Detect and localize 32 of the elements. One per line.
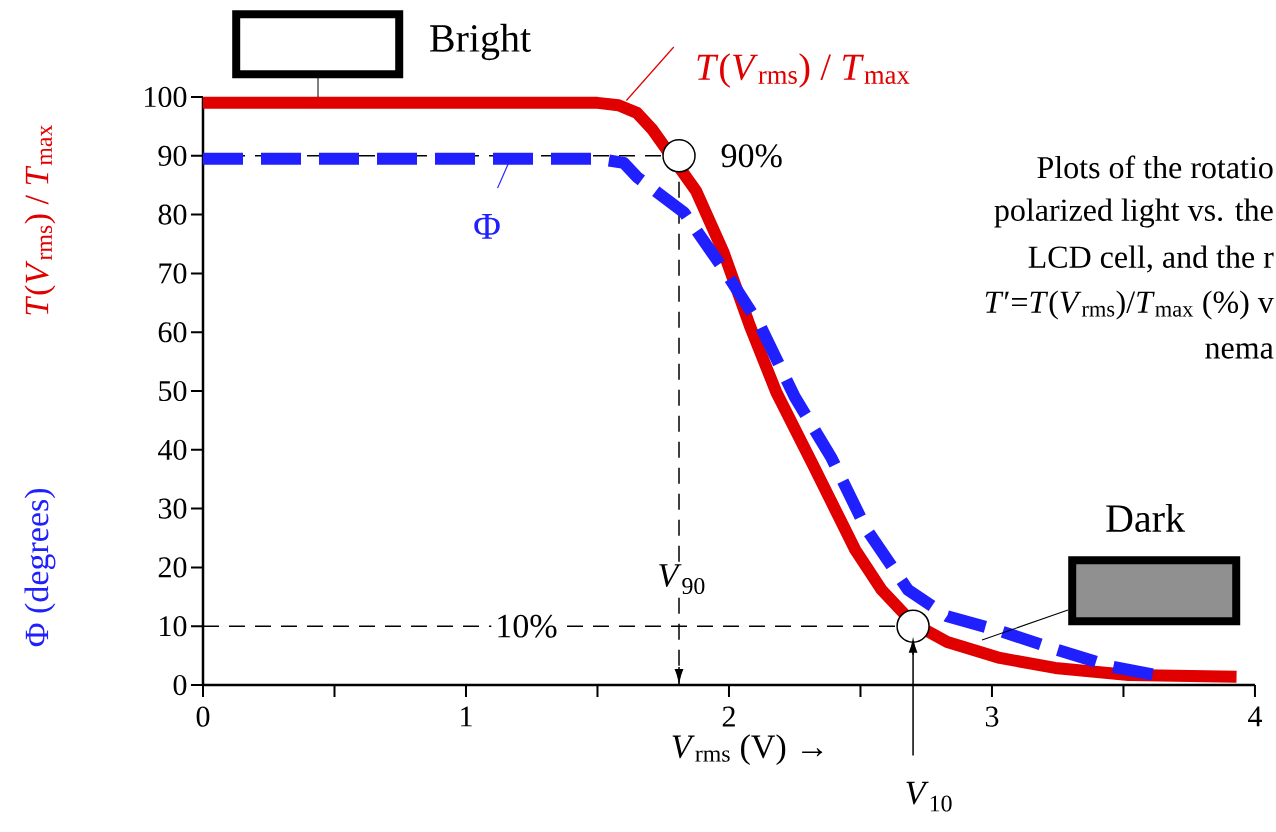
x-tick-label: 3 — [985, 706, 999, 727]
y-tick-label: 50 — [159, 380, 187, 402]
annotation: nema — [1205, 343, 1274, 359]
ref-line-label: V$_{10}$ — [906, 781, 952, 812]
x-axis-title: V$_{rms}$ (V) → — [672, 734, 823, 766]
annotation: LCD cell, and the r — [1028, 245, 1274, 273]
y-tick-label: 90 — [158, 145, 187, 166]
annotation: Plots of the rotatio — [1037, 155, 1273, 179]
legend-label: T(V$_{rms}$) / T$_{max}$ — [697, 53, 910, 88]
y-tick-label: 60 — [158, 322, 187, 343]
x-tick-label: 2 — [722, 706, 735, 727]
ref-line-label: 90% — [721, 144, 782, 168]
y-tick-label: 40 — [158, 439, 187, 460]
y-tick-label: 30 — [158, 498, 187, 519]
text: Φ (degrees) — [24, 488, 56, 647]
annotation: polarized light vs. the — [994, 198, 1273, 228]
series-label: Φ — [474, 213, 500, 239]
y-tick-label: 80 — [158, 204, 187, 225]
y-tick-label: 70 — [159, 263, 187, 284]
y-tick-label: 10 — [160, 616, 187, 637]
y-axis-title: T(V$_{rms}$) / T$_{max}$ — [24, 124, 56, 315]
ref-line-label: V$_{90}$ — [659, 564, 705, 595]
text: Bright — [430, 23, 531, 61]
y-tick-label: 100 — [145, 86, 187, 108]
x-tick-label: 1 — [461, 706, 472, 727]
y-tick-label: 0 — [173, 674, 187, 696]
annotation: Dark — [1106, 503, 1185, 533]
x-tick-label: 0 — [196, 706, 210, 727]
text: T′=T(V$_{rms}$)/T$_{max}$ (%) v — [985, 290, 1274, 320]
x-tick-label: 4 — [1248, 706, 1262, 727]
ref-line-label: 10% — [498, 614, 557, 638]
y-tick-label: 20 — [158, 557, 187, 578]
